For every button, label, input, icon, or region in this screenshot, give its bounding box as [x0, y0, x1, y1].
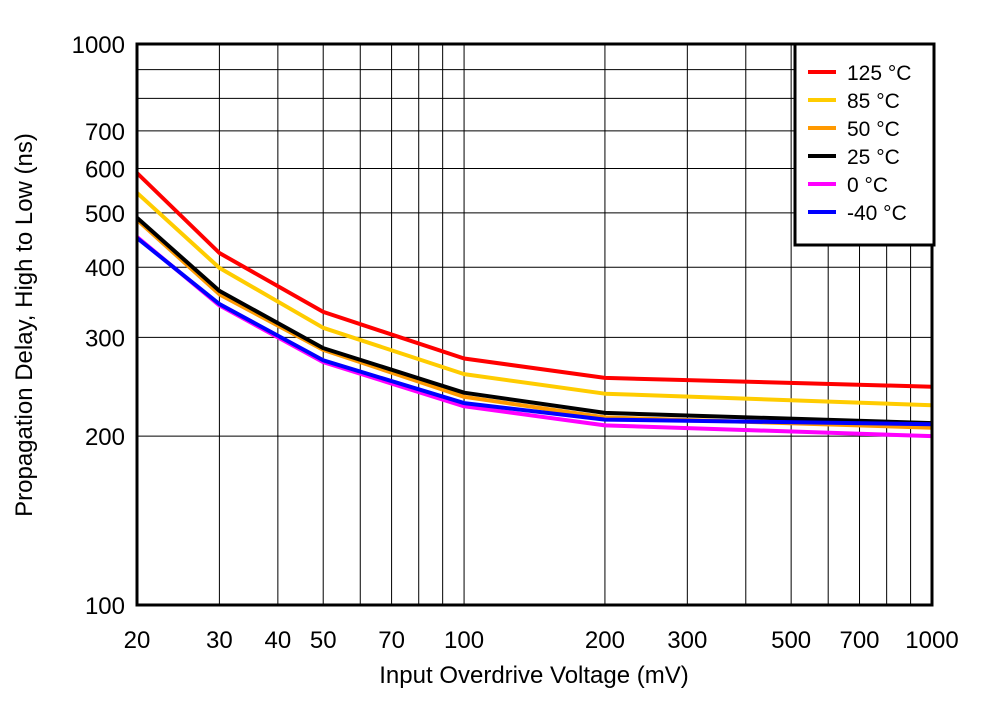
- x-tick-label: 300: [667, 627, 707, 654]
- legend-label: -40 °C: [847, 202, 907, 225]
- x-tick-label: 700: [839, 627, 879, 654]
- legend-label: 25 °C: [847, 146, 900, 169]
- x-tick-label: 20: [124, 627, 151, 654]
- x-tick-label: 200: [585, 627, 625, 654]
- series-line--40C: [135, 236, 933, 427]
- legend-label: 0 °C: [847, 174, 888, 197]
- x-tick-label: 100: [444, 627, 484, 654]
- legend-label: 125 °C: [847, 62, 911, 85]
- y-tick-label: 600: [85, 156, 125, 183]
- y-tick-label: 300: [85, 325, 125, 352]
- series-line-125C: [135, 171, 933, 389]
- legend-label: 50 °C: [847, 118, 900, 141]
- y-tick-label: 400: [85, 255, 125, 282]
- plot-frame: [135, 42, 934, 607]
- x-axis-label: Input Overdrive Voltage (mV): [379, 662, 688, 689]
- x-tick-label: 50: [310, 627, 337, 654]
- x-tick-label: 30: [206, 627, 233, 654]
- series-line-85C: [135, 191, 933, 408]
- y-tick-label: 500: [85, 201, 125, 228]
- legend: 125 °C 85 °C 50 °C 25 °C 0 °C -40 °C: [793, 42, 936, 247]
- x-tick-label: 70: [378, 627, 405, 654]
- y-axis-label: Propagation Delay, High to Low (ns): [11, 133, 38, 517]
- y-tick-labels: 100 200 300 400 500 600 700 1000: [72, 32, 125, 620]
- y-tick-label: 1000: [72, 32, 125, 59]
- y-tick-label: 700: [85, 119, 125, 146]
- y-tick-label: 100: [85, 593, 125, 620]
- y-tick-label: 200: [85, 424, 125, 451]
- x-tick-label: 40: [265, 627, 292, 654]
- series-lines: [135, 171, 933, 439]
- x-tick-label: 500: [771, 627, 811, 654]
- x-tick-labels: 20 30 40 50 70 100 200 300 500 700 1000: [124, 627, 959, 654]
- x-tick-label: 1000: [905, 627, 958, 654]
- legend-label: 85 °C: [847, 90, 900, 113]
- series-line-25C: [135, 216, 933, 426]
